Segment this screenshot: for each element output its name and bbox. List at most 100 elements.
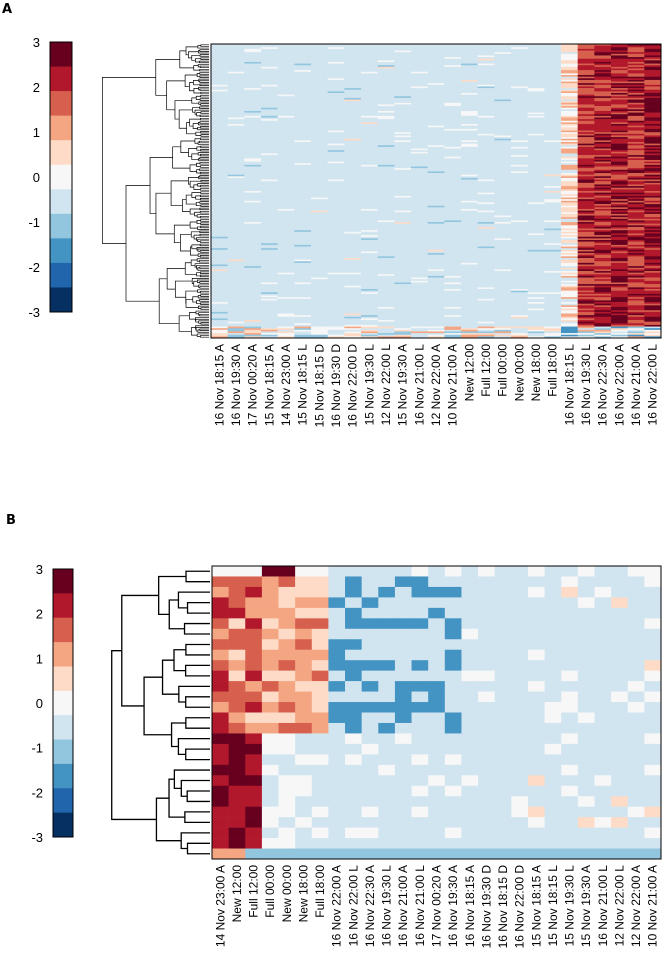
heatmap-cell — [594, 122, 612, 125]
heatmap-cell — [227, 192, 245, 195]
heatmap-cell — [561, 163, 578, 166]
heatmap-cell — [427, 226, 445, 229]
heatmap-cell — [594, 53, 612, 56]
heatmap-cell — [561, 63, 578, 66]
heatmap-cell — [277, 324, 295, 327]
heatmap-cell — [311, 78, 328, 81]
heatmap-cell — [277, 91, 295, 94]
heatmap-cell — [611, 271, 628, 273]
heatmap-cell — [611, 137, 628, 140]
heatmap-cell — [211, 169, 228, 172]
heatmap-cell — [311, 215, 328, 218]
dendrogram-branch — [199, 240, 209, 243]
heatmap-cell — [227, 122, 245, 125]
heatmap-cell — [261, 313, 278, 316]
heatmap-cell — [494, 208, 512, 211]
heatmap-cell — [577, 65, 595, 68]
heatmap-cell — [327, 231, 345, 234]
heatmap-cell — [444, 246, 462, 249]
heatmap-cell — [261, 272, 278, 275]
heatmap-cell — [311, 102, 328, 105]
heatmap-cell — [527, 99, 545, 102]
heatmap-cell — [477, 280, 495, 283]
dendrogram-branch — [200, 188, 209, 191]
heatmap-cell — [594, 246, 612, 249]
heatmap-cell — [461, 290, 478, 293]
heatmap-cell — [311, 300, 328, 303]
heatmap-cell — [494, 328, 512, 331]
heatmap-cell — [627, 184, 645, 187]
heatmap-cell — [294, 292, 312, 295]
heatmap-cell — [544, 244, 562, 247]
heatmap-cell — [327, 155, 345, 157]
heatmap-cell — [461, 305, 478, 308]
heatmap-cell — [277, 99, 295, 102]
heatmap-cell — [561, 168, 578, 171]
heatmap-cell — [377, 199, 395, 202]
heatmap-cell — [361, 130, 378, 133]
heatmap-cell — [611, 189, 628, 192]
heatmap-cell — [544, 76, 562, 79]
heatmap-cell — [544, 208, 562, 211]
heatmap-cell — [294, 277, 312, 280]
heatmap-cell — [394, 125, 412, 128]
heatmap-cell — [344, 222, 362, 224]
heatmap-cell — [594, 179, 612, 182]
heatmap-cell — [544, 60, 562, 63]
heatmap-cell — [211, 302, 228, 304]
heatmap-cell — [461, 248, 478, 251]
heatmap-cell — [244, 302, 262, 304]
heatmap-cell — [394, 76, 412, 79]
dendrogram-branch — [149, 157, 173, 214]
heatmap-cell — [211, 86, 228, 89]
heatmap-cell — [411, 63, 428, 66]
heatmap-cell — [561, 184, 578, 187]
heatmap-cell — [344, 329, 362, 332]
heatmap-cell — [427, 182, 445, 185]
heatmap-cell — [211, 315, 228, 318]
heatmap-cell — [377, 86, 395, 89]
heatmap-cell — [211, 84, 228, 87]
heatmap-cell — [561, 220, 578, 223]
heatmap-cell — [211, 297, 228, 300]
heatmap-cell — [211, 50, 228, 53]
heatmap-cell — [211, 274, 228, 277]
dendrogram-branch — [155, 192, 175, 235]
heatmap-cell — [611, 267, 628, 270]
heatmap-cell — [344, 217, 362, 220]
dendrogram-branch — [200, 95, 209, 98]
heatmap-cell — [611, 73, 628, 76]
dendrogram-branch — [199, 88, 209, 91]
heatmap-cell — [461, 107, 478, 110]
heatmap-cell — [461, 148, 478, 151]
heatmap-cell — [261, 166, 278, 169]
heatmap-cell — [594, 279, 612, 282]
heatmap-cell — [361, 208, 378, 211]
dendrogram-branch — [200, 204, 209, 207]
heatmap-cell — [594, 277, 612, 280]
dendrogram-branch — [199, 114, 209, 118]
heatmap-cell — [394, 321, 412, 324]
heatmap-cell — [227, 326, 245, 329]
heatmap-cell — [377, 194, 395, 197]
heatmap-cell — [544, 52, 562, 55]
heatmap-cell — [344, 272, 362, 275]
heatmap-cell — [511, 124, 528, 126]
heatmap-cell — [244, 217, 262, 220]
heatmap-cell — [644, 202, 662, 205]
heatmap-cell — [361, 282, 378, 285]
heatmap-cell — [427, 267, 445, 270]
heatmap-cell — [511, 251, 528, 254]
heatmap-cell — [361, 150, 378, 153]
heatmap-cell — [644, 244, 662, 247]
heatmap-cell — [527, 329, 545, 332]
heatmap-cell — [394, 246, 412, 249]
heatmap-cell — [494, 110, 512, 113]
heatmap-cell — [427, 282, 445, 285]
heatmap-cell — [577, 89, 595, 92]
heatmap-cell — [544, 328, 562, 331]
heatmap-cell — [611, 297, 628, 300]
heatmap-cell — [627, 318, 645, 321]
heatmap-cell — [511, 127, 528, 130]
heatmap-cell — [361, 256, 378, 259]
